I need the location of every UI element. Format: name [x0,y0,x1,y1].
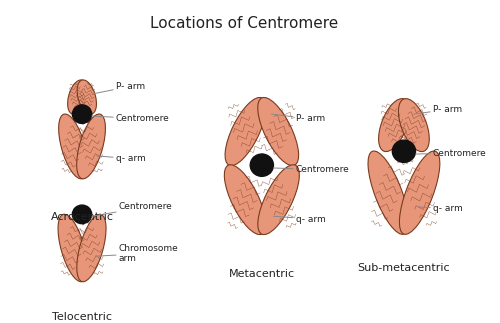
Text: P- arm: P- arm [414,105,462,114]
Text: q- arm: q- arm [96,154,146,163]
Ellipse shape [258,165,300,234]
Ellipse shape [77,214,106,282]
Text: P- arm: P- arm [272,114,325,123]
Ellipse shape [58,114,87,179]
Text: Chromosome
arm: Chromosome arm [96,244,178,263]
Circle shape [250,154,274,176]
Text: q- arm: q- arm [418,204,463,213]
Ellipse shape [258,98,298,166]
Ellipse shape [77,80,96,114]
Ellipse shape [378,99,410,151]
Text: Centromere: Centromere [274,165,349,174]
Text: Sub-metacentric: Sub-metacentric [358,263,450,273]
Ellipse shape [68,80,87,114]
Ellipse shape [368,151,408,234]
Text: Acrocentric: Acrocentric [50,212,114,222]
Text: Telocentric: Telocentric [52,312,112,322]
Text: Metacentric: Metacentric [229,269,295,279]
Text: Centromere: Centromere [416,149,486,158]
Ellipse shape [58,214,88,282]
Ellipse shape [398,99,430,151]
Text: Locations of Centromere: Locations of Centromere [150,16,338,31]
Text: Centromere: Centromere [92,114,170,123]
Ellipse shape [224,165,266,234]
Text: Centromere: Centromere [92,203,172,216]
Circle shape [72,105,92,123]
Circle shape [72,205,92,224]
Text: q- arm: q- arm [274,214,326,224]
Ellipse shape [400,151,440,234]
Circle shape [392,140,415,162]
Text: P- arm: P- arm [94,82,145,94]
Ellipse shape [225,98,266,166]
Ellipse shape [76,114,106,179]
